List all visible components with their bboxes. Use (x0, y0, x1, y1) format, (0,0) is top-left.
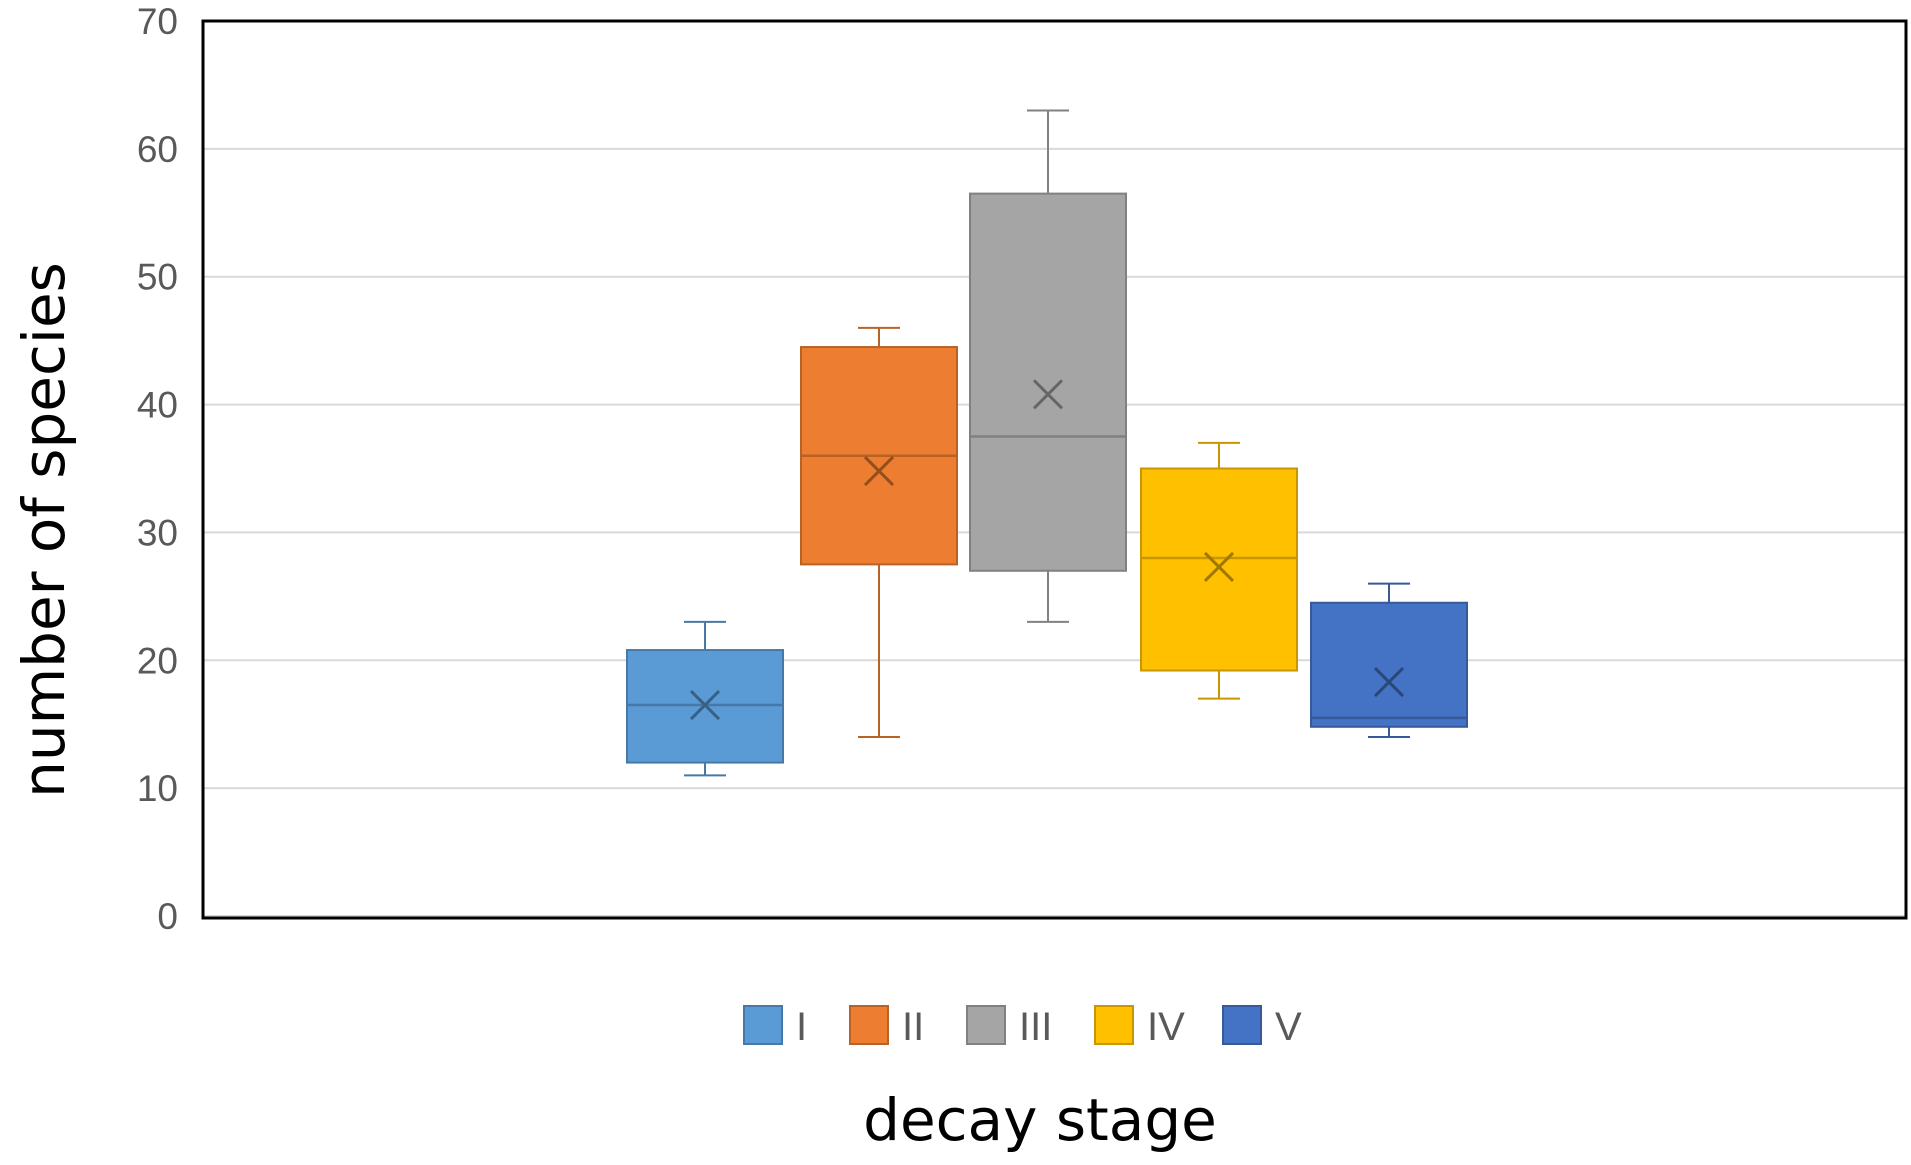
box-series-III (969, 109, 1127, 623)
y-tick-label: 10 (137, 768, 178, 809)
legend-item-IV: IV (1094, 1005, 1185, 1049)
mean-marker (689, 689, 721, 721)
legend-swatch (1222, 1005, 1262, 1045)
legend-item-II: II (849, 1005, 924, 1049)
box-series-V (1310, 582, 1468, 738)
y-tick-label: 60 (137, 129, 178, 170)
y-axis-title: number of species (10, 262, 78, 798)
legend-swatch (1094, 1005, 1134, 1045)
y-tick-label: 50 (137, 257, 178, 298)
box-series-II (800, 326, 958, 738)
plot-area-frame (201, 19, 1908, 920)
box-iqr (1140, 467, 1298, 672)
x-axis-title: decay stage (863, 1086, 1217, 1154)
box-iqr (969, 192, 1127, 572)
legend-item-V: V (1222, 1005, 1302, 1049)
legend: I II III IV V (743, 1005, 1302, 1049)
legend-swatch (743, 1005, 783, 1045)
legend-swatch (966, 1005, 1006, 1045)
box-series (626, 109, 1468, 777)
legend-item-III: III (966, 1005, 1052, 1049)
legend-label: III (1019, 1005, 1052, 1049)
y-tick-label: 30 (137, 512, 178, 553)
box-iqr (1310, 601, 1468, 728)
legend-item-I: I (743, 1005, 807, 1049)
legend-label: I (796, 1005, 807, 1049)
legend-label: II (902, 1005, 924, 1049)
y-tick-label: 40 (137, 385, 178, 426)
mean-marker (1203, 551, 1235, 583)
y-axis-tick-labels: 0 10 20 30 40 50 60 70 (137, 1, 178, 937)
legend-label: IV (1147, 1005, 1185, 1049)
mean-marker (1373, 666, 1405, 698)
y-tick-label: 0 (157, 896, 178, 937)
box-series-IV (1140, 441, 1298, 700)
y-tick-label: 20 (137, 640, 178, 681)
legend-swatch (849, 1005, 889, 1045)
mean-marker (863, 455, 895, 487)
legend-label: V (1275, 1005, 1302, 1049)
box-series-I (626, 620, 784, 777)
y-tick-label: 70 (137, 1, 178, 42)
mean-marker (1032, 379, 1064, 410)
